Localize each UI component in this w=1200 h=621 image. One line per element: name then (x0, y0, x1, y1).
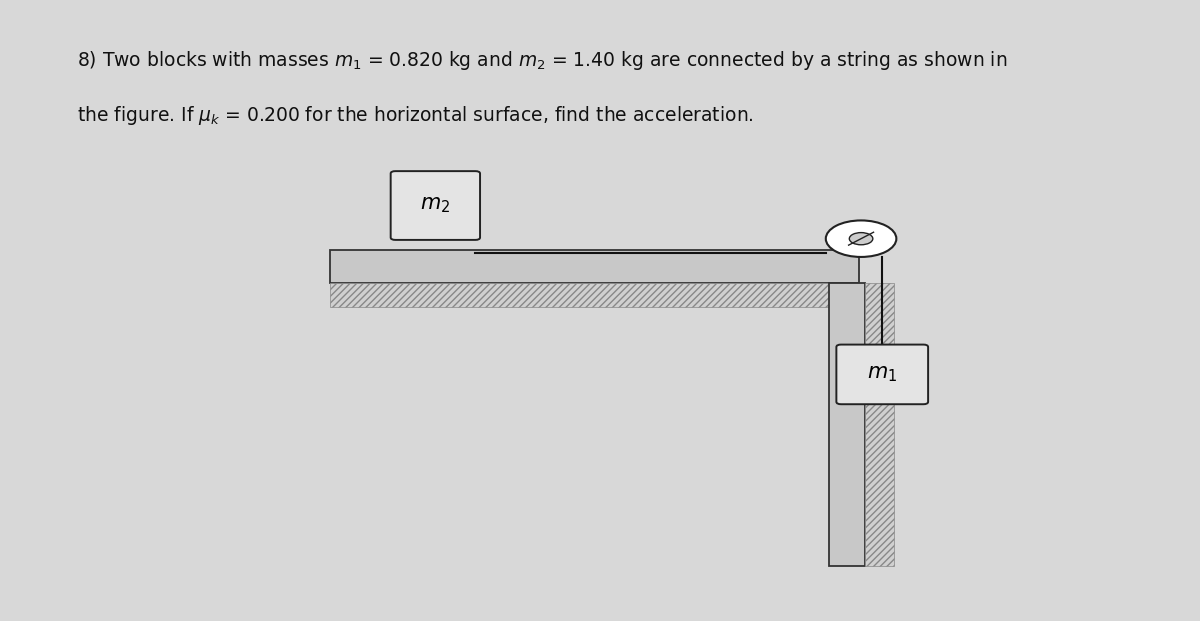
Text: the figure. If $\mu_k$ = 0.200 for the horizontal surface, find the acceleration: the figure. If $\mu_k$ = 0.200 for the h… (77, 104, 754, 127)
Bar (829, 283, 864, 566)
Bar (330, 283, 859, 307)
Bar (864, 283, 894, 566)
Text: 8) Two blocks with masses $m_1$ = 0.820 kg and $m_2$ = 1.40 kg are connected by : 8) Two blocks with masses $m_1$ = 0.820 … (77, 49, 1007, 72)
Text: $m_1$: $m_1$ (868, 365, 898, 384)
Circle shape (850, 233, 872, 245)
FancyBboxPatch shape (391, 171, 480, 240)
Text: $m_2$: $m_2$ (420, 196, 450, 215)
Bar (330, 250, 859, 283)
Circle shape (826, 220, 896, 257)
FancyBboxPatch shape (836, 345, 928, 404)
